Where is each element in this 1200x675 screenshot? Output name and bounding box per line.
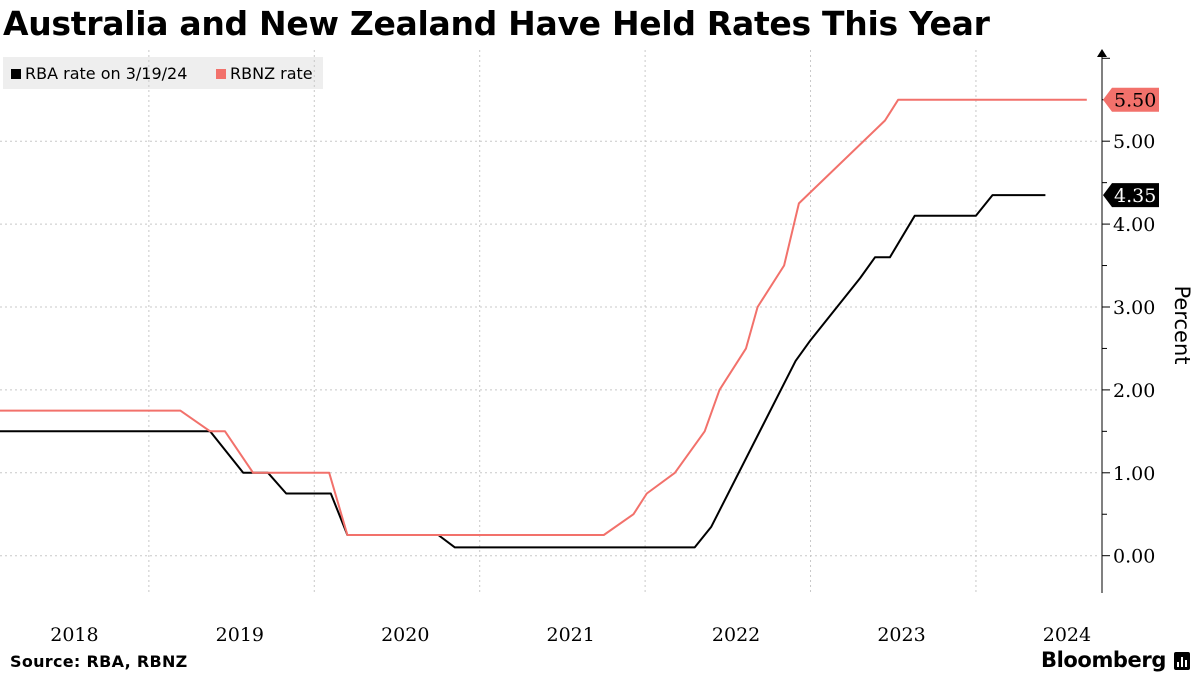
last-value-callout-rba [1103,183,1159,208]
y-tick-label-5: 5.00 [1113,131,1155,153]
y-tick-label-4: 4.00 [1113,214,1155,236]
bloomberg-logo: Bloomberg [1040,648,1166,672]
x-tick-label-1: 2019 [216,624,264,646]
legend-swatch-rbnz [216,68,226,79]
legend-item-rba: RBA rate on 3/19/24 [11,64,187,83]
x-tick-label-5: 2023 [877,624,925,646]
x-tick-label-4: 2022 [712,624,760,646]
source-note: Source: RBA, RBNZ [10,652,188,671]
series-line-rba [0,194,1046,549]
y-axis-arrow [1097,49,1107,57]
legend-label-rba: RBA rate on 3/19/24 [25,64,188,83]
y-tick-label-2: 2.00 [1113,380,1155,402]
chart-title: Australia and New Zealand Have Held Rate… [3,4,990,43]
last-value-callout-rbnz [1103,87,1159,112]
x-tick-label-3: 2021 [546,624,594,646]
legend-swatch-rba [11,68,21,79]
y-axis-title: Percent [1170,285,1194,364]
y-tick-label-1: 1.00 [1113,463,1155,485]
y-tick-label-0: 0.00 [1113,546,1155,568]
bloomberg-chart-icon [1174,652,1190,670]
series-line-rbnz [0,98,1087,536]
y-tick-label-3: 3.00 [1113,297,1155,319]
x-tick-label-0: 2018 [50,624,98,646]
legend-label-rbnz: RBNZ rate [230,64,313,83]
legend-item-rbnz: RBNZ rate [216,64,313,83]
x-tick-label-2: 2020 [381,624,429,646]
x-tick-label-6: 2024 [1043,624,1091,646]
legend: RBA rate on 3/19/24 RBNZ rate [3,57,323,89]
last-value-label-rba: 4.35 [1114,185,1156,207]
last-value-label-rbnz: 5.50 [1114,90,1156,112]
